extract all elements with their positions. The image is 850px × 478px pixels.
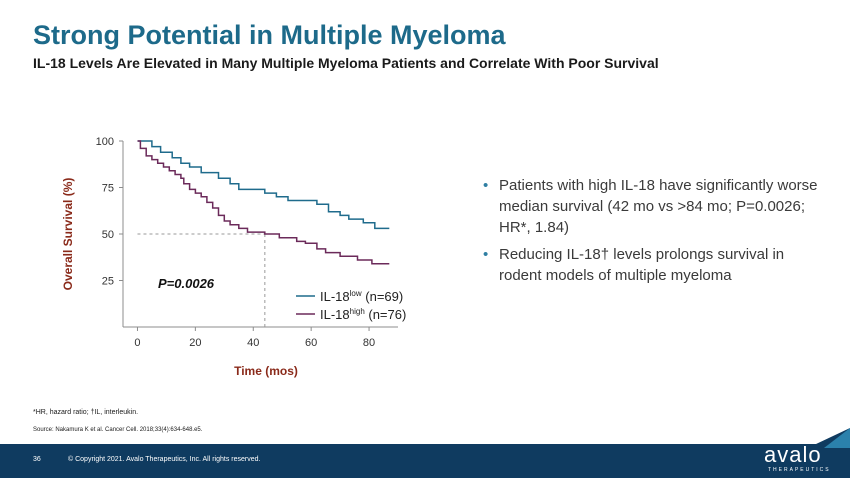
x-tick-label: 60 — [305, 337, 317, 349]
bullet-text: Reducing IL-18† levels prolongs survival… — [499, 246, 785, 284]
survival-curves — [137, 140, 390, 265]
bullet-item: • Reducing IL-18† levels prolongs surviv… — [483, 244, 823, 286]
slide-title: Strong Potential in Multiple Myeloma — [33, 20, 506, 50]
logo-wordmark: avalo — [764, 442, 822, 467]
y-axis-label-group: Overall Survival (%) — [61, 178, 75, 291]
x-tick-label: 0 — [134, 337, 140, 349]
x-tick-label: 20 — [189, 337, 201, 349]
y-tick-label: 100 — [96, 136, 114, 148]
y-ticks: 25 50 75 100 — [96, 136, 123, 288]
x-tick-label: 40 — [247, 337, 259, 349]
source-citation: Source: Nakamura K et al. Cancer Cell. 2… — [33, 427, 203, 433]
legend-label: IL-18low (n=69) — [320, 289, 403, 304]
footer-bar: 36 © Copyright 2021. Avalo Therapeutics,… — [0, 444, 850, 478]
slide-subtitle: IL-18 Levels Are Elevated in Many Multip… — [33, 55, 659, 71]
chart-legend: IL-18low (n=69) IL-18high (n=76) — [296, 289, 406, 322]
bullet-text: Patients with high IL-18 have significan… — [499, 177, 818, 236]
logo-subtext: THERAPEUTICS — [768, 467, 831, 473]
footnote: *HR, hazard ratio; †IL, interleukin. — [33, 409, 139, 416]
y-tick-label: 75 — [102, 183, 114, 195]
bullet-dot: • — [483, 246, 489, 263]
page-number: 36 — [33, 456, 41, 463]
survival-curve — [137, 140, 390, 265]
x-tick-label: 80 — [363, 337, 375, 349]
survival-curve — [137, 140, 390, 230]
x-axis-label: Time (mos) — [234, 364, 298, 378]
y-tick-label: 25 — [102, 276, 114, 288]
survival-chart: Overall Survival (%) 25 50 75 100 0 20 40 60 80… — [61, 136, 406, 378]
logo-triangle-icon — [744, 428, 850, 478]
bullet-dot: • — [483, 177, 489, 194]
p-value-annotation: P=0.0026 — [158, 276, 215, 291]
copyright-text: © Copyright 2021. Avalo Therapeutics, In… — [68, 456, 261, 463]
legend-label: IL-18high (n=76) — [320, 307, 406, 322]
bullet-list: • Patients with high IL-18 have signific… — [483, 175, 823, 292]
avalo-logo: avalo THERAPEUTICS — [744, 428, 850, 478]
x-ticks: 0 20 40 60 80 — [134, 327, 375, 349]
y-axis-label: Overall Survival (%) — [61, 178, 75, 291]
bullet-item: • Patients with high IL-18 have signific… — [483, 175, 823, 238]
y-tick-label: 50 — [102, 229, 114, 241]
